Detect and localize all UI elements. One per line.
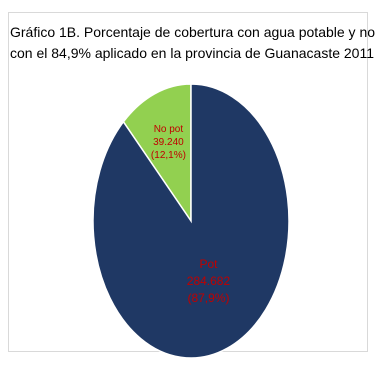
slice-label-pot-name: Pot xyxy=(199,257,218,271)
slice-label-no-pot-value: 39.240 xyxy=(153,137,184,148)
chart-title: Gráfico 1B. Porcentaje de cobertura con … xyxy=(10,22,376,64)
slice-label-no-pot-name: No pot xyxy=(154,124,184,135)
chart-title-line-1: Gráfico 1B. Porcentaje de cobertura con … xyxy=(10,24,376,40)
pie-slice-pot xyxy=(92,83,290,359)
slice-label-no-pot-percent: (12,1%) xyxy=(151,150,186,161)
slice-label-pot-value: 284.682 xyxy=(187,274,231,288)
pie-slice-no-pot xyxy=(122,83,192,224)
chart-title-line-2: con el 84,9% aplicado en la provincia de… xyxy=(10,45,374,61)
slice-label-pot-percent: (87,9%) xyxy=(187,291,229,305)
